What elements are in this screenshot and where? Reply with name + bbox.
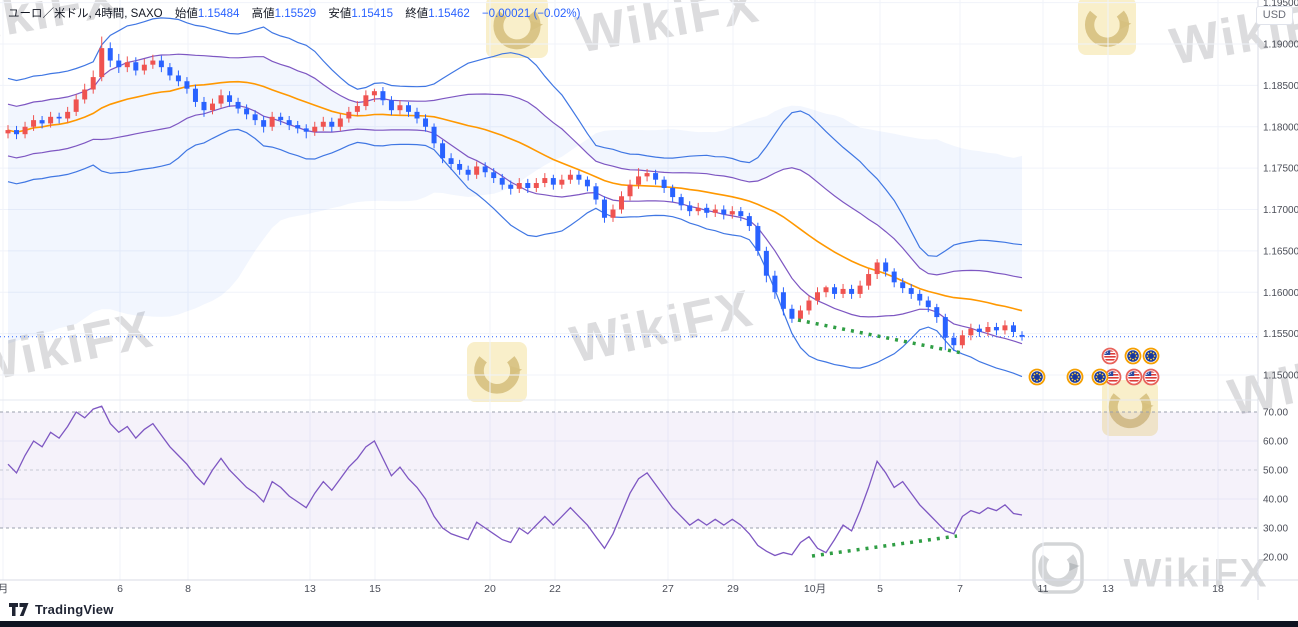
pane-borders	[0, 0, 1298, 600]
svg-text:13: 13	[304, 583, 316, 595]
economic-event-flag-eu[interactable]	[1066, 368, 1084, 386]
svg-text:15: 15	[369, 583, 381, 595]
low-label: 安値	[328, 8, 352, 20]
svg-text:月: 月	[0, 583, 8, 595]
high-value: 1.15529	[274, 8, 317, 20]
svg-text:22: 22	[549, 583, 561, 595]
close-label: 終値	[405, 8, 429, 20]
svg-text:1.17000: 1.17000	[1263, 205, 1298, 216]
high-label: 高値	[251, 8, 275, 20]
economic-event-flag-eu[interactable]	[1142, 347, 1160, 365]
svg-text:60.00: 60.00	[1263, 437, 1288, 448]
svg-text:50.00: 50.00	[1263, 466, 1288, 477]
tradingview-label: TradingView	[35, 602, 114, 617]
svg-text:1.18000: 1.18000	[1263, 122, 1298, 133]
svg-text:8: 8	[185, 583, 191, 595]
low-value: 1.15415	[351, 8, 393, 20]
economic-event-flag-us[interactable]	[1142, 368, 1160, 386]
svg-text:1.17500: 1.17500	[1263, 164, 1298, 175]
svg-text:11: 11	[1038, 583, 1049, 595]
candles-layer[interactable]	[5, 36, 1025, 352]
change-value: −0.00021 (−0.02%)	[481, 8, 581, 20]
economic-event-icons[interactable]	[1028, 347, 1160, 386]
svg-text:1.19500: 1.19500	[1263, 0, 1298, 9]
price-axis[interactable]: 1.19500 1.19000 1.18500 1.18000 1.17500 1.170…	[1263, 0, 1298, 564]
time-axis[interactable]: 月 6 8 13 15 20 22 27 29 10月 5 7 11 13 18	[0, 583, 1224, 595]
tradingview-attribution[interactable]: TradingView	[9, 602, 114, 617]
grid-lines	[0, 0, 1258, 580]
svg-text:1.15000: 1.15000	[1263, 371, 1298, 382]
svg-text:18: 18	[1212, 583, 1224, 595]
svg-text:1.15500: 1.15500	[1263, 329, 1298, 340]
svg-text:6: 6	[117, 583, 123, 595]
svg-text:20.00: 20.00	[1263, 553, 1288, 564]
svg-text:5: 5	[877, 583, 883, 595]
tradingview-logo-icon	[9, 603, 30, 616]
divergence-lines	[797, 318, 963, 558]
close-value: 1.15462	[428, 8, 470, 20]
svg-text:70.00: 70.00	[1263, 408, 1288, 419]
svg-text:1.18500: 1.18500	[1263, 81, 1298, 92]
open-value: 1.15484	[197, 8, 240, 20]
svg-text:1.16500: 1.16500	[1263, 246, 1298, 257]
svg-text:27: 27	[662, 583, 674, 595]
currency-unit-badge[interactable]: USD	[1255, 6, 1293, 25]
economic-event-flag-eu[interactable]	[1124, 347, 1142, 365]
svg-text:40.00: 40.00	[1263, 495, 1288, 506]
symbol-legend: ユーロ／米ドル, 4時間, SAXO 始値1.15484 高値1.15529 安…	[8, 5, 580, 21]
rsi-pane[interactable]	[0, 405, 1258, 557]
svg-text:10月: 10月	[804, 583, 826, 595]
svg-text:20: 20	[484, 583, 496, 595]
svg-text:29: 29	[727, 583, 739, 595]
svg-text:13: 13	[1102, 583, 1114, 595]
open-label: 始値	[174, 8, 198, 20]
svg-text:7: 7	[957, 583, 963, 595]
rsi-line	[7, 405, 1023, 557]
svg-text:1.19000: 1.19000	[1263, 40, 1298, 51]
economic-event-flag-us[interactable]	[1125, 368, 1143, 386]
bollinger-bands	[7, 17, 1023, 378]
svg-text:30.00: 30.00	[1263, 524, 1288, 535]
symbol-title[interactable]: ユーロ／米ドル, 4時間, SAXO	[8, 8, 163, 20]
bottom-bar	[0, 621, 1298, 627]
svg-text:1.16000: 1.16000	[1263, 288, 1298, 299]
economic-event-flag-eu[interactable]	[1091, 368, 1109, 386]
economic-event-flag-us[interactable]	[1101, 347, 1119, 365]
economic-event-flag-eu[interactable]	[1028, 368, 1046, 386]
